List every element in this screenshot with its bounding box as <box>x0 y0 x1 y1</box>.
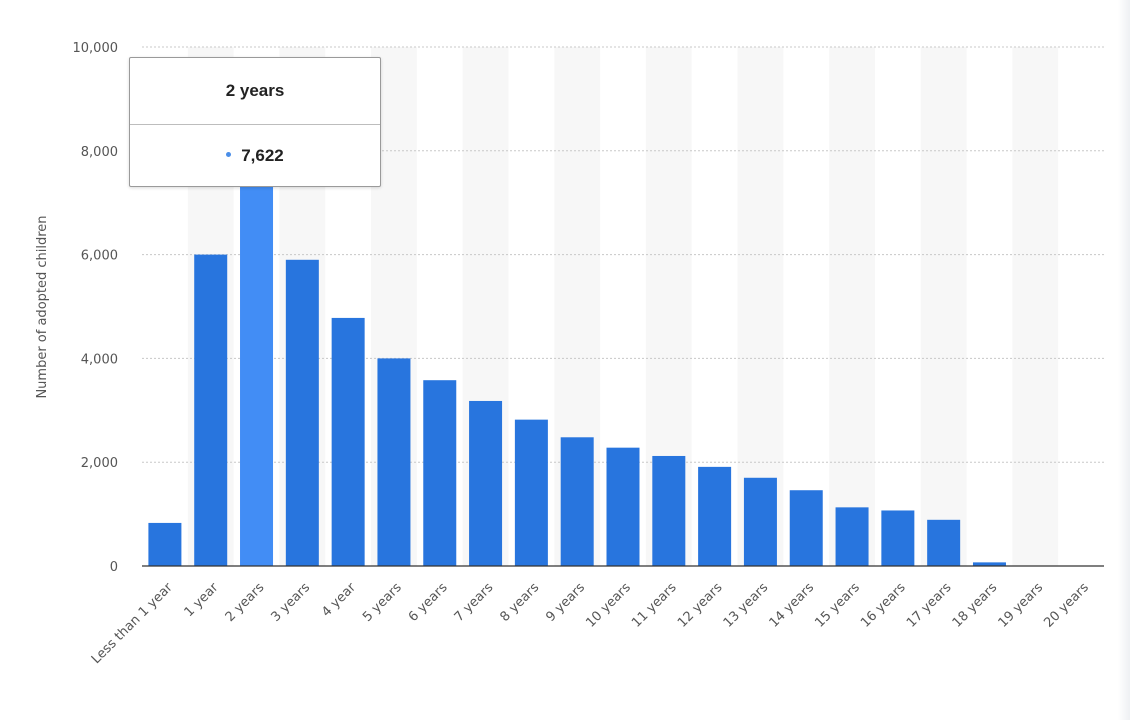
bar[interactable] <box>331 317 365 566</box>
tooltip: 2 years 7,622 <box>129 57 381 187</box>
x-tick-label: 16 years <box>858 580 909 631</box>
x-tick-label: 20 years <box>1041 580 1092 631</box>
y-tick-label: 0 <box>110 560 118 575</box>
tooltip-value: 7,622 <box>241 146 284 165</box>
bar[interactable] <box>881 510 915 566</box>
column-band <box>1012 47 1059 566</box>
bar[interactable] <box>606 447 640 566</box>
x-tick-label: 7 years <box>452 580 497 625</box>
bar[interactable] <box>560 437 594 566</box>
x-tick-label: 15 years <box>812 580 863 631</box>
x-tick-label: 9 years <box>543 580 588 625</box>
bar[interactable] <box>652 455 686 566</box>
bar[interactable] <box>698 466 732 566</box>
bars <box>148 170 1006 566</box>
y-tick-label: 10,000 <box>73 41 119 56</box>
tooltip-category: 2 years <box>130 58 380 125</box>
y-tick-label: 8,000 <box>81 145 118 160</box>
tooltip-value-row: 7,622 <box>130 125 380 187</box>
scroll-edge <box>1118 0 1130 720</box>
bar[interactable] <box>148 522 182 566</box>
column-band <box>920 47 967 566</box>
y-tick-label: 2,000 <box>81 456 118 471</box>
series-dot-icon <box>226 152 232 158</box>
x-tick-label: 18 years <box>950 580 1001 631</box>
bar[interactable] <box>743 477 777 566</box>
x-tick-label: 17 years <box>904 580 955 631</box>
x-tick-label: 12 years <box>675 580 726 631</box>
bar[interactable] <box>835 507 869 566</box>
bar[interactable] <box>972 562 1006 566</box>
x-tick-label: 5 years <box>360 580 405 625</box>
bar[interactable] <box>789 490 823 566</box>
x-tick-label: 8 years <box>498 580 543 625</box>
column-band <box>829 47 875 566</box>
bar[interactable] <box>469 400 503 566</box>
bar[interactable] <box>285 259 319 566</box>
y-tick-label: 4,000 <box>81 352 118 367</box>
x-tick-label: 14 years <box>767 580 818 631</box>
x-tick-label: 6 years <box>406 580 451 625</box>
x-tick-label: 4 year <box>319 580 359 620</box>
x-tick-label: Less than 1 year <box>89 580 176 667</box>
x-tick-label: 3 years <box>268 580 313 625</box>
x-tick-label: 10 years <box>583 580 634 631</box>
x-tick-label: 13 years <box>721 580 772 631</box>
x-tick-label: 19 years <box>996 580 1047 631</box>
bar[interactable] <box>927 519 961 566</box>
bar[interactable] <box>423 380 457 566</box>
x-tick-label: 11 years <box>629 580 680 631</box>
bar[interactable] <box>377 358 411 566</box>
x-tick-label: 1 year <box>182 580 222 620</box>
y-axis-title: Number of adopted children <box>35 215 50 398</box>
bar[interactable] <box>194 254 228 566</box>
x-tick-label: 2 years <box>223 580 268 625</box>
x-axis-labels: Less than 1 year 1 year 2 years 3 years 4 ye… <box>89 580 1092 667</box>
bar[interactable] <box>514 419 548 566</box>
y-tick-label: 6,000 <box>81 249 118 264</box>
bar[interactable] <box>240 170 274 566</box>
y-axis-ticks: 0 2,000 4,000 6,000 8,000 10,000 <box>73 41 119 575</box>
